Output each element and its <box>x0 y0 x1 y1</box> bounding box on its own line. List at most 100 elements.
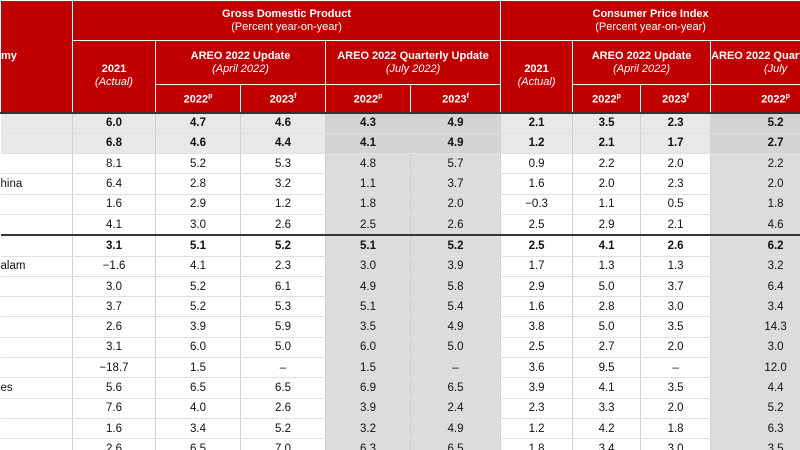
cell: 5.2 <box>155 296 241 318</box>
update-header: AREO 2022 Quarterly Update(July <box>710 40 800 85</box>
cell: 1.6 <box>72 418 156 440</box>
cell: 1.6 <box>500 173 574 195</box>
cell: 2.0 <box>640 153 712 175</box>
year-mark: f <box>686 92 689 100</box>
cell: 6.3 <box>325 438 411 450</box>
row-label <box>0 214 73 236</box>
cell: 7.6 <box>72 398 156 419</box>
cell: 4.8 <box>325 153 411 175</box>
cell: −1.6 <box>72 256 156 277</box>
year: 2022 <box>353 93 379 106</box>
cell: 2.0 <box>710 173 800 195</box>
year-header: 2023f <box>640 84 712 113</box>
year-header: 2023f <box>409 84 502 113</box>
update-subtitle: (April 2022) <box>212 62 269 75</box>
cell: 3.0 <box>640 438 712 450</box>
table-row: hina 6.4 2.8 3.2 1.1 3.7 1.6 2.0 2.3 2.0 <box>0 173 800 195</box>
cell: 1.3 <box>572 256 642 277</box>
group-title: Consumer Price Index <box>592 7 709 20</box>
note: (Actual) <box>95 76 133 89</box>
cell: 3.0 <box>325 256 411 277</box>
table-row: 3.7 5.2 5.3 5.1 5.4 1.6 2.8 3.0 3.4 <box>0 296 800 318</box>
note: (Actual) <box>517 76 556 89</box>
table-row: 3.1 6.0 5.0 6.0 5.0 2.5 2.7 2.0 3.0 <box>0 337 800 359</box>
cell: 2.0 <box>640 337 712 359</box>
table-row: 7.6 4.0 2.6 3.9 2.4 2.3 3.3 2.0 5.2 <box>0 398 800 419</box>
cell: 6.9 <box>325 377 411 399</box>
year: 2021 <box>524 63 549 76</box>
cell: 5.2 <box>710 111 800 134</box>
cell: 2.9 <box>155 194 241 215</box>
cell: 6.5 <box>410 438 502 450</box>
update-header: AREO 2022 Update (April 2022) <box>155 40 326 85</box>
cell: 2.6 <box>410 214 502 236</box>
cell: 3.5 <box>640 316 712 338</box>
cell: 2.7 <box>710 133 800 155</box>
table-row: 4.1 3.0 2.6 2.5 2.6 2.5 2.9 2.1 4.6 <box>0 214 800 236</box>
cell: 3.9 <box>155 316 241 338</box>
cell: 2.5 <box>325 214 411 236</box>
cell: 4.7 <box>155 111 241 134</box>
cell: 2.5 <box>500 214 574 236</box>
year-mark: p <box>378 92 383 100</box>
cell: 4.1 <box>72 214 156 236</box>
year-header: 2022p <box>572 84 642 113</box>
cell: 2.5 <box>500 337 574 359</box>
cell: 3.9 <box>325 398 411 419</box>
cell: 4.1 <box>155 256 241 277</box>
cell: 2.6 <box>240 398 326 419</box>
cell: 4.4 <box>240 133 326 155</box>
cell: 7.0 <box>240 438 326 450</box>
cell: 2.1 <box>500 111 574 134</box>
cell: 3.8 <box>500 316 574 338</box>
cell: 2.4 <box>410 398 502 419</box>
table-row: 6.0 4.7 4.6 4.3 4.9 2.1 3.5 2.3 5.2 <box>0 111 800 134</box>
cell: 3.5 <box>640 377 712 399</box>
year: 2022 <box>592 93 617 106</box>
cell: 12.0 <box>710 357 800 379</box>
cell: 4.9 <box>410 316 502 338</box>
group-header: Gross Domestic Product (Percent year-on-y… <box>71 0 502 41</box>
cell: 3.6 <box>500 357 574 379</box>
cell: 5.2 <box>155 276 241 298</box>
year: 2023 <box>269 93 295 106</box>
cell: – <box>410 357 502 379</box>
cell: 2.6 <box>72 438 156 450</box>
cell: 2.3 <box>500 398 574 419</box>
cell: 6.3 <box>710 418 800 440</box>
cell: 6.0 <box>72 111 156 134</box>
row-label <box>0 153 73 175</box>
cell: 4.4 <box>710 377 800 399</box>
cell: – <box>240 357 326 379</box>
cell: 1.2 <box>240 194 326 215</box>
cell: – <box>640 357 712 379</box>
cell: 1.3 <box>640 256 712 277</box>
cell: 2.2 <box>572 153 642 175</box>
cell: 1.2 <box>500 418 574 440</box>
cell: 1.7 <box>500 256 574 277</box>
group-subtitle: (Percent year-on-year) <box>595 20 706 33</box>
cell: 3.2 <box>710 256 800 277</box>
table-row: 1.6 3.4 5.2 3.2 4.9 1.2 4.2 1.8 6.3 <box>0 418 800 440</box>
cell: 2.1 <box>572 133 642 155</box>
table-row: alam −1.6 4.1 2.3 3.0 3.9 1.7 1.3 1.3 3.2 <box>0 256 800 277</box>
cell: 2.3 <box>240 256 326 277</box>
row-label <box>0 398 73 419</box>
cell: 5.0 <box>410 337 502 359</box>
cell: 6.5 <box>410 377 502 399</box>
cell: 3.7 <box>640 276 712 298</box>
update-subtitle: (April 2022) <box>613 62 670 75</box>
cell: 3.0 <box>72 276 156 298</box>
update-title: AREO 2022 Quarterly Update <box>711 49 800 62</box>
cell: 3.7 <box>72 296 156 318</box>
cell: 6.2 <box>710 234 800 257</box>
cell: 3.2 <box>325 418 411 440</box>
cell: 5.1 <box>155 234 241 257</box>
row-label: hina <box>0 173 73 195</box>
cell: 3.7 <box>410 173 502 195</box>
cell: 5.2 <box>240 234 326 257</box>
cell: 4.1 <box>572 234 642 257</box>
cell: 1.8 <box>710 194 800 215</box>
cell: 1.2 <box>500 133 574 155</box>
